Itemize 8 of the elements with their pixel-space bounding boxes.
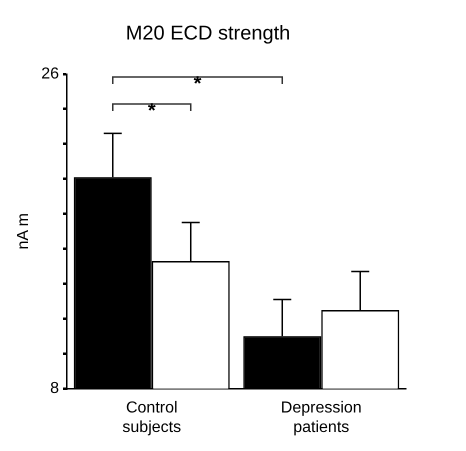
y-axis-title: nA m (15, 213, 32, 250)
annotation: * (148, 100, 156, 122)
y-tick-label: 26 (41, 65, 60, 82)
x-tick-label: Control subjects (122, 400, 182, 436)
y-tick-label: 8 (50, 380, 60, 398)
annotation: * (194, 73, 202, 95)
x-tick-label: Depression patients (280, 400, 362, 436)
chart-title: M20 ECD strength (126, 22, 290, 45)
